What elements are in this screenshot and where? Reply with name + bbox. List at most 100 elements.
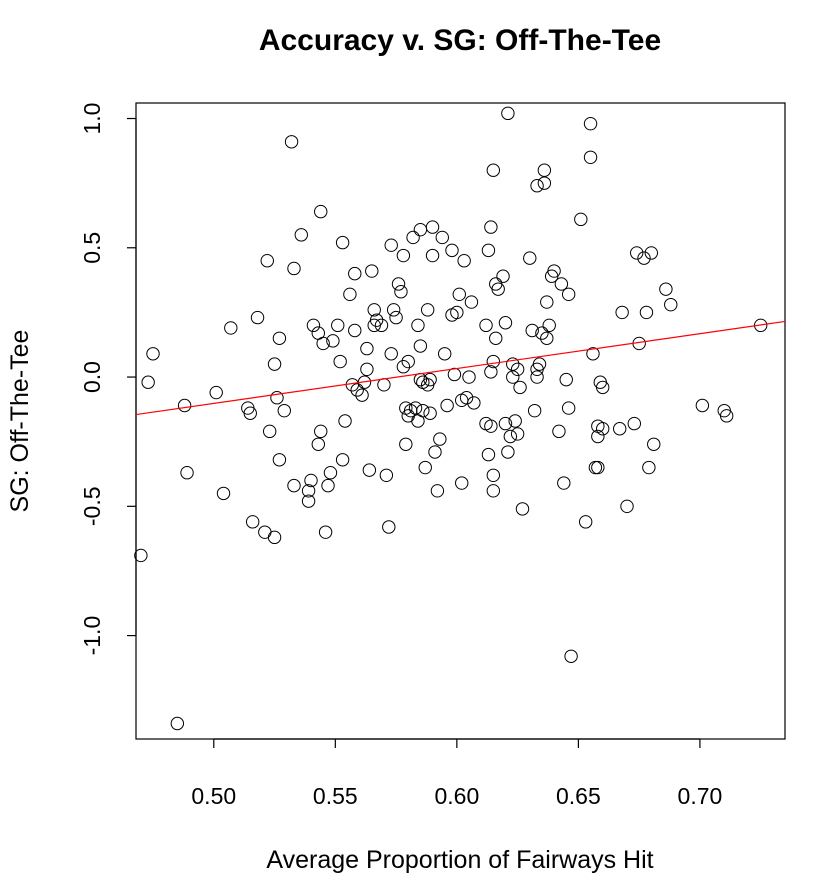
data-point bbox=[386, 303, 401, 317]
data-point bbox=[506, 357, 520, 371]
x-tick-label: 0.65 bbox=[556, 783, 601, 809]
data-point bbox=[350, 383, 364, 397]
x-tick-label: 0.70 bbox=[678, 783, 723, 809]
data-point bbox=[452, 287, 466, 302]
data-point bbox=[348, 266, 362, 281]
data-point bbox=[284, 135, 299, 149]
data-point bbox=[379, 468, 394, 482]
data-point bbox=[532, 357, 547, 371]
data-point bbox=[513, 380, 527, 395]
x-axis-label: Average Proportion of Fairways Hit bbox=[266, 846, 653, 874]
data-point bbox=[586, 347, 600, 361]
data-point bbox=[413, 339, 428, 353]
data-point bbox=[348, 323, 362, 338]
data-point bbox=[595, 422, 610, 436]
data-point bbox=[535, 326, 549, 340]
y-tick-label: 0.5 bbox=[79, 232, 105, 264]
data-point bbox=[301, 484, 316, 498]
data-point bbox=[564, 649, 578, 663]
data-point bbox=[355, 388, 369, 402]
data-point bbox=[489, 331, 503, 345]
data-point bbox=[318, 525, 333, 539]
y-tick-label: -0.5 bbox=[79, 486, 105, 526]
data-point bbox=[515, 502, 530, 516]
data-point bbox=[467, 396, 481, 410]
data-point bbox=[360, 341, 374, 356]
data-point bbox=[620, 499, 634, 514]
data-point bbox=[343, 287, 357, 302]
data-point bbox=[540, 331, 554, 345]
data-point bbox=[503, 429, 518, 444]
data-point bbox=[345, 378, 360, 392]
data-point bbox=[408, 401, 423, 415]
data-point bbox=[484, 419, 498, 433]
x-axis: 0.50 0.55 0.60 0.65 0.70 bbox=[191, 738, 723, 809]
data-point bbox=[506, 370, 520, 384]
data-point bbox=[399, 437, 413, 451]
data-point bbox=[416, 403, 430, 418]
data-point bbox=[369, 313, 384, 327]
data-point bbox=[216, 486, 231, 501]
data-point bbox=[583, 150, 598, 164]
data-point bbox=[277, 403, 291, 418]
data-point bbox=[170, 716, 185, 731]
data-point bbox=[377, 378, 391, 392]
data-point bbox=[367, 303, 381, 317]
data-point bbox=[523, 251, 537, 265]
data-point bbox=[479, 318, 493, 333]
data-point bbox=[314, 424, 328, 439]
y-axis: -1.0 -0.5 0.0 0.5 1.0 bbox=[79, 103, 137, 655]
data-point bbox=[294, 228, 308, 242]
data-point bbox=[583, 116, 598, 131]
data-point bbox=[591, 460, 605, 475]
data-point bbox=[258, 525, 272, 539]
data-point bbox=[486, 163, 501, 177]
data-point bbox=[425, 220, 440, 234]
data-point bbox=[250, 310, 265, 325]
data-point bbox=[314, 204, 328, 219]
data-point bbox=[578, 515, 593, 529]
data-point bbox=[243, 406, 257, 420]
data-point bbox=[389, 310, 403, 325]
y-tick-label: 0.0 bbox=[79, 361, 105, 393]
data-points bbox=[134, 106, 768, 731]
data-point bbox=[323, 466, 338, 480]
data-point bbox=[316, 336, 330, 351]
data-point bbox=[445, 308, 459, 322]
data-point bbox=[615, 305, 629, 320]
data-point bbox=[391, 277, 406, 291]
data-point bbox=[272, 453, 287, 467]
data-point bbox=[141, 375, 155, 389]
data-point bbox=[335, 453, 350, 467]
data-point bbox=[304, 473, 318, 488]
data-point bbox=[411, 318, 425, 333]
data-point bbox=[559, 372, 573, 387]
y-axis-label: SG: Off-The-Tee bbox=[6, 330, 34, 513]
data-point bbox=[464, 295, 479, 309]
data-point bbox=[401, 354, 415, 369]
x-tick-label: 0.55 bbox=[313, 783, 358, 809]
data-point bbox=[420, 303, 435, 317]
data-point bbox=[595, 380, 610, 395]
data-point bbox=[462, 370, 476, 384]
data-point bbox=[637, 251, 651, 265]
data-point bbox=[455, 476, 469, 490]
data-point bbox=[311, 437, 326, 451]
data-point bbox=[530, 179, 544, 193]
data-point bbox=[396, 248, 411, 263]
data-point bbox=[384, 347, 398, 361]
data-point bbox=[484, 365, 498, 379]
data-point bbox=[306, 318, 321, 333]
data-point bbox=[224, 321, 238, 335]
data-point bbox=[287, 478, 301, 493]
data-point bbox=[396, 360, 411, 374]
plot-frame bbox=[135, 102, 786, 740]
data-point bbox=[146, 347, 160, 361]
data-point bbox=[418, 460, 432, 475]
data-point bbox=[209, 385, 223, 400]
data-point bbox=[455, 393, 469, 408]
data-point bbox=[177, 398, 192, 413]
data-point bbox=[406, 230, 420, 245]
data-point bbox=[365, 264, 379, 278]
data-point bbox=[530, 370, 544, 384]
